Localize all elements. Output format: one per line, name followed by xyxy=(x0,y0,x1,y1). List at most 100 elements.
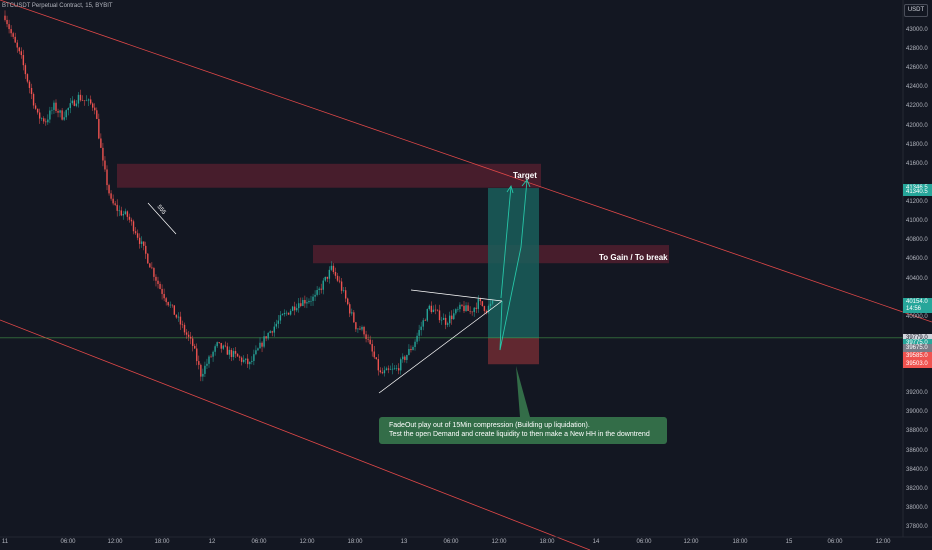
price-axis-label: 38000.0 xyxy=(906,504,928,511)
candle-body xyxy=(14,36,16,43)
candle-body xyxy=(132,221,135,232)
candle-body xyxy=(430,305,433,313)
candle-body xyxy=(104,160,106,170)
time-axis-label: 18:00 xyxy=(347,539,363,545)
candle-body xyxy=(230,349,233,357)
candle-body xyxy=(234,351,237,354)
candle-body xyxy=(383,370,386,374)
candle-body xyxy=(61,110,63,120)
candle-body xyxy=(318,288,320,290)
candle-body xyxy=(320,288,322,290)
candle-body xyxy=(418,330,420,336)
analysis-callout[interactable]: FadeOut play out of 15Min compression (B… xyxy=(379,417,667,444)
candle-body xyxy=(212,351,214,357)
candle-body xyxy=(481,301,484,307)
time-axis-label: 12:00 xyxy=(683,539,699,545)
candle-body xyxy=(302,299,304,307)
candle-body xyxy=(45,121,47,123)
candle-body xyxy=(18,47,20,52)
candle-body xyxy=(438,310,441,321)
candle-body xyxy=(216,342,218,347)
candle-body xyxy=(81,100,84,101)
candle-body xyxy=(110,193,112,199)
time-axis-label: 06:00 xyxy=(251,539,267,545)
candle-body xyxy=(108,185,110,194)
candle-body xyxy=(471,311,473,313)
candle-body xyxy=(30,87,33,95)
candle-body xyxy=(51,109,53,111)
candle-body xyxy=(206,363,208,366)
candle-body xyxy=(289,310,292,315)
candle-body xyxy=(265,336,267,339)
candle-body xyxy=(475,307,477,309)
candle-body xyxy=(271,331,273,333)
candle-body xyxy=(53,102,55,110)
candle-body xyxy=(210,356,212,358)
candles xyxy=(4,10,494,382)
candle-body xyxy=(416,335,418,342)
candle-body xyxy=(414,341,416,347)
candle-body xyxy=(165,298,167,303)
candle-body xyxy=(371,344,373,352)
candle-body xyxy=(338,280,341,282)
candle-body xyxy=(249,361,251,365)
candle-body xyxy=(381,372,384,374)
projection-arrowhead xyxy=(506,184,514,194)
candle-body xyxy=(465,305,467,312)
candle-body xyxy=(314,294,316,297)
candle-body xyxy=(267,332,269,339)
candle-body xyxy=(226,346,229,355)
candle-body xyxy=(71,100,74,104)
callout-line-1: FadeOut play out of 15Min compression (B… xyxy=(389,422,590,429)
candle-body xyxy=(122,214,125,216)
candle-body xyxy=(296,308,298,311)
candle-body xyxy=(4,15,6,20)
triangle-lower-line xyxy=(378,300,503,394)
candle-body xyxy=(328,269,331,279)
candle-body xyxy=(187,334,190,337)
candle-body xyxy=(114,203,116,205)
candle-body xyxy=(151,267,153,269)
candle-body xyxy=(179,316,182,325)
candle-body xyxy=(432,309,435,313)
candle-body xyxy=(47,119,49,123)
price-axis-label: 42000.0 xyxy=(906,122,928,129)
candle-body xyxy=(16,42,18,48)
price-axis-label: 40800.0 xyxy=(906,237,928,244)
candle-body xyxy=(65,110,67,118)
candle-body xyxy=(63,117,65,120)
candle-body xyxy=(469,310,471,312)
price-axis-label: 41800.0 xyxy=(906,141,928,148)
candle-body xyxy=(120,210,122,216)
candle-body xyxy=(269,331,271,333)
time-axis-label: 13 xyxy=(400,539,408,545)
candle-body xyxy=(324,276,326,281)
candle-body xyxy=(402,356,404,360)
candle-body xyxy=(194,345,196,349)
currency-selector[interactable]: USDT xyxy=(904,4,928,17)
candle-body xyxy=(424,320,426,321)
candle-body xyxy=(196,348,198,362)
candle-body xyxy=(332,265,335,272)
candle-body xyxy=(118,210,120,212)
candle-body xyxy=(404,356,406,360)
candle-body xyxy=(149,263,151,268)
candle-body xyxy=(491,300,494,304)
candle-body xyxy=(41,118,43,119)
candle-body xyxy=(353,312,355,323)
candle-body xyxy=(102,147,104,161)
time-axis-label: 15 xyxy=(785,539,793,545)
price-tag: 41346.5 xyxy=(903,184,932,193)
price-tag: 39585.0 xyxy=(903,352,932,361)
position-stop-zone xyxy=(488,337,539,365)
candle-body xyxy=(8,24,10,30)
candle-body xyxy=(67,108,69,111)
time-axis-label: 18:00 xyxy=(732,539,748,545)
price-axis-label: 37800.0 xyxy=(906,524,928,531)
candle-body xyxy=(453,313,455,320)
candle-body xyxy=(330,265,333,270)
candle-body xyxy=(434,309,437,311)
candle-body xyxy=(247,358,249,365)
candle-body xyxy=(147,253,149,264)
